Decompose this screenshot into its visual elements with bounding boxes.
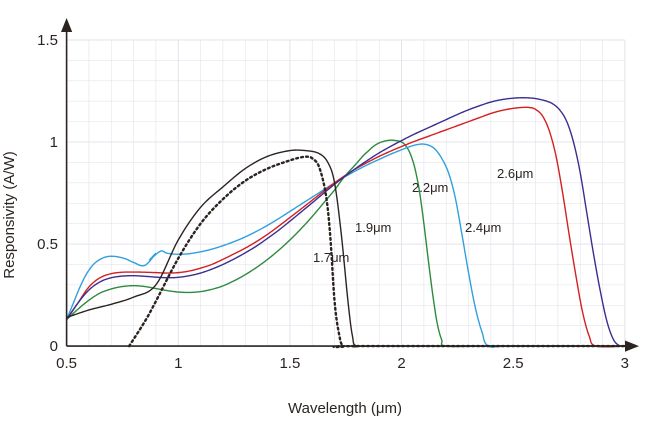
- svg-text:2: 2: [397, 355, 405, 372]
- svg-text:1.9μm: 1.9μm: [355, 220, 391, 235]
- svg-text:1: 1: [50, 134, 58, 151]
- svg-text:2.4μm: 2.4μm: [465, 220, 501, 235]
- svg-text:1.5: 1.5: [279, 355, 300, 372]
- svg-text:2.2μm: 2.2μm: [412, 180, 448, 195]
- svg-text:1.7μm: 1.7μm: [313, 250, 349, 265]
- svg-text:2.5: 2.5: [503, 355, 524, 372]
- svg-text:1: 1: [174, 355, 182, 372]
- svg-text:0.5: 0.5: [37, 236, 58, 253]
- svg-text:Wavelength (μm): Wavelength (μm): [288, 400, 402, 417]
- svg-text:0.5: 0.5: [56, 355, 77, 372]
- svg-text:Responsivity (A/W): Responsivity (A/W): [1, 151, 18, 279]
- svg-text:2.6μm: 2.6μm: [497, 166, 533, 181]
- svg-text:1.5: 1.5: [37, 32, 58, 49]
- svg-text:3: 3: [621, 355, 629, 372]
- svg-text:0: 0: [50, 338, 58, 355]
